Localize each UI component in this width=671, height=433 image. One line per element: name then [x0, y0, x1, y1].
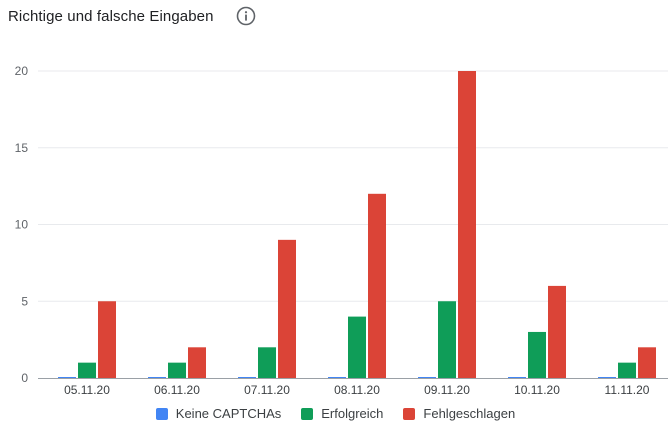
- y-tick-label: 0: [21, 371, 28, 385]
- bar: [458, 71, 476, 378]
- bar: [278, 239, 296, 378]
- y-tick-label: 10: [15, 218, 29, 232]
- info-icon[interactable]: [236, 6, 256, 26]
- x-tick-label: 06.11.20: [154, 383, 200, 397]
- bar: [618, 362, 636, 378]
- legend-item[interactable]: Erfolgreich: [301, 406, 383, 421]
- bar: [548, 285, 566, 378]
- x-tick-label: 05.11.20: [64, 383, 110, 397]
- x-tick-label: 07.11.20: [244, 383, 290, 397]
- bar: [58, 377, 76, 378]
- legend-label: Keine CAPTCHAs: [175, 406, 282, 421]
- bar: [148, 377, 166, 378]
- x-tick-label: 09.11.20: [424, 383, 470, 397]
- bar: [258, 347, 276, 378]
- y-tick-label: 15: [15, 141, 29, 155]
- legend-item[interactable]: Fehlgeschlagen: [403, 406, 515, 421]
- y-tick-label: 20: [15, 64, 29, 78]
- x-tick-label: 11.11.20: [605, 383, 650, 397]
- bar: [528, 331, 546, 378]
- bar: [328, 377, 346, 378]
- bar: [238, 377, 256, 378]
- legend-swatch: [155, 407, 168, 420]
- bar: [188, 347, 206, 378]
- chart-legend: Keine CAPTCHAs Erfolgreich Fehlgeschlagen: [0, 406, 671, 421]
- bar: [368, 193, 386, 378]
- bar: [598, 377, 616, 378]
- bar: [168, 362, 186, 378]
- legend-label: Erfolgreich: [321, 406, 384, 421]
- bar: [418, 377, 436, 378]
- bar: [438, 301, 456, 378]
- bar: [98, 301, 116, 378]
- bar: [78, 362, 96, 378]
- chart-title: Richtige und falsche Eingaben: [8, 7, 214, 25]
- bar: [638, 347, 656, 378]
- bar: [508, 377, 526, 378]
- legend-item[interactable]: Keine CAPTCHAs: [155, 406, 282, 421]
- legend-swatch: [403, 407, 416, 420]
- x-tick-label: 10.11.20: [514, 383, 560, 397]
- bar: [348, 316, 366, 378]
- chart-header: Richtige und falsche Eingaben: [8, 6, 256, 26]
- legend-label: Fehlgeschlagen: [423, 406, 516, 421]
- y-tick-label: 5: [21, 294, 28, 308]
- x-tick-label: 08.11.20: [334, 383, 380, 397]
- legend-swatch: [301, 407, 314, 420]
